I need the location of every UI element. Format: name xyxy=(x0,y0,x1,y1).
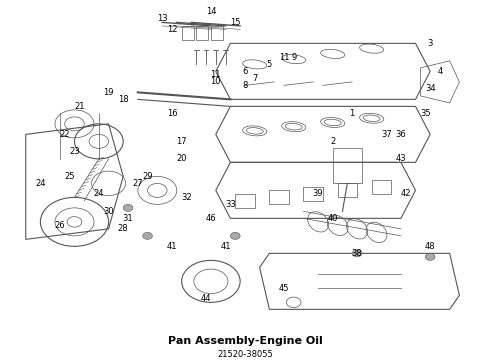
Text: 1: 1 xyxy=(349,109,355,118)
Text: 4: 4 xyxy=(437,67,442,76)
Text: 6: 6 xyxy=(243,67,247,76)
Text: 15: 15 xyxy=(230,18,241,27)
Text: 22: 22 xyxy=(59,130,70,139)
Text: 12: 12 xyxy=(167,25,177,34)
Text: 36: 36 xyxy=(395,130,406,139)
Text: 29: 29 xyxy=(142,172,153,181)
Text: 13: 13 xyxy=(157,14,168,23)
Text: 42: 42 xyxy=(400,189,411,198)
Bar xyxy=(196,26,208,40)
Text: 2: 2 xyxy=(330,137,335,146)
Text: 37: 37 xyxy=(381,130,392,139)
Bar xyxy=(270,190,289,204)
Text: 44: 44 xyxy=(201,294,211,303)
Bar xyxy=(235,194,255,208)
Text: 11: 11 xyxy=(279,53,289,62)
Text: 33: 33 xyxy=(225,200,236,209)
Text: 7: 7 xyxy=(252,74,257,83)
Text: 21520-38055: 21520-38055 xyxy=(217,350,273,359)
Text: 18: 18 xyxy=(118,95,128,104)
Text: 41: 41 xyxy=(220,242,231,251)
Text: 3: 3 xyxy=(427,39,433,48)
Text: 43: 43 xyxy=(395,154,406,163)
Text: 31: 31 xyxy=(123,214,133,223)
Circle shape xyxy=(352,250,362,257)
Bar xyxy=(372,180,391,194)
Text: 45: 45 xyxy=(279,284,289,293)
Text: 16: 16 xyxy=(167,109,177,118)
Text: 28: 28 xyxy=(118,224,128,233)
Text: 21: 21 xyxy=(74,102,85,111)
Text: 35: 35 xyxy=(420,109,431,118)
Bar xyxy=(211,26,223,40)
Text: 41: 41 xyxy=(167,242,177,251)
Text: 27: 27 xyxy=(132,179,143,188)
Text: 17: 17 xyxy=(176,137,187,146)
Text: Pan Assembly-Engine Oil: Pan Assembly-Engine Oil xyxy=(168,336,322,346)
Circle shape xyxy=(123,204,133,211)
Circle shape xyxy=(230,232,240,239)
Text: 14: 14 xyxy=(206,8,216,17)
Text: 10: 10 xyxy=(211,77,221,86)
Text: 24: 24 xyxy=(35,179,46,188)
Bar xyxy=(333,148,362,183)
Text: 46: 46 xyxy=(206,214,216,223)
Text: 30: 30 xyxy=(103,207,114,216)
Text: 32: 32 xyxy=(181,193,192,202)
Text: 11: 11 xyxy=(211,70,221,79)
Text: 34: 34 xyxy=(425,84,436,93)
Circle shape xyxy=(425,253,435,260)
Bar xyxy=(303,187,323,201)
Text: 19: 19 xyxy=(103,88,114,97)
Text: 5: 5 xyxy=(267,60,272,69)
Text: 24: 24 xyxy=(94,189,104,198)
Text: 40: 40 xyxy=(327,214,338,223)
Text: 9: 9 xyxy=(291,53,296,62)
Text: 25: 25 xyxy=(64,172,75,181)
Circle shape xyxy=(143,232,152,239)
Text: 38: 38 xyxy=(352,249,363,258)
Text: 48: 48 xyxy=(425,242,436,251)
Text: 20: 20 xyxy=(176,154,187,163)
Bar xyxy=(338,183,357,197)
Bar xyxy=(182,26,194,40)
Text: 39: 39 xyxy=(313,189,323,198)
Text: 26: 26 xyxy=(54,221,65,230)
Text: 23: 23 xyxy=(69,147,80,156)
Text: 8: 8 xyxy=(243,81,247,90)
